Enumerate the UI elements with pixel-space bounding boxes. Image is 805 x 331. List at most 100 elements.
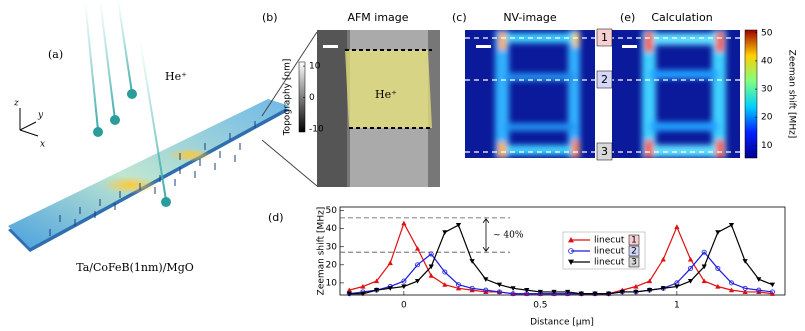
x-tick-label: 1: [674, 301, 680, 311]
linecut-label: 2: [601, 73, 608, 86]
data-point: [401, 278, 407, 284]
stack-label: Ta/CoFeB(1nm)/MgO: [76, 261, 194, 274]
data-point: [646, 278, 653, 284]
data-point: [360, 291, 366, 297]
afm-stripe: [317, 30, 347, 187]
colorbar-label: Topography [nm]: [283, 59, 293, 137]
data-point: [633, 289, 639, 295]
data-point: [565, 289, 571, 295]
axis-label: x: [40, 140, 45, 150]
y-tick-label: 20: [326, 260, 338, 270]
calc-image: [612, 30, 740, 158]
data-point: [483, 277, 489, 282]
axis-label: y: [37, 111, 44, 121]
data-point: [742, 259, 748, 264]
data-point: [756, 277, 762, 282]
legend-box-label: 3: [631, 258, 637, 268]
data-point: [469, 285, 475, 291]
spin-arrows: [49, 121, 256, 236]
film: [8, 99, 290, 248]
data-point: [742, 289, 748, 295]
data-point: [360, 283, 366, 289]
data-point: [660, 256, 666, 262]
panel-label: (d): [268, 211, 284, 224]
colorbar-tick-label: 10: [309, 62, 321, 72]
data-point: [442, 230, 448, 235]
panel-b: (b) AFM image He⁺ Topography [nm]: [262, 11, 440, 187]
data-point: [742, 285, 748, 291]
data-point: [537, 289, 543, 295]
data-point: [510, 291, 516, 297]
glow: [102, 176, 158, 194]
nv-image: [465, 30, 595, 158]
legend-label: linecut: [594, 247, 625, 257]
zoom-line: [261, 31, 318, 117]
data-point: [674, 284, 680, 290]
data-point: [428, 251, 434, 257]
legend-marker: [568, 248, 574, 254]
data-point: [619, 289, 625, 295]
panel-a: (a) He⁺ z y x Ta/CoFeB(1nm)/MgO: [8, 0, 318, 274]
data-point: [373, 278, 380, 284]
colorbar: [298, 61, 306, 133]
data-point: [687, 256, 694, 262]
data-point: [769, 289, 775, 295]
y-tick-label: 40: [326, 224, 338, 234]
ion-tracks: [84, 0, 167, 201]
data-point: [728, 287, 735, 293]
x-tick-label: 0.5: [533, 301, 547, 311]
ion-label: He⁺: [165, 70, 187, 83]
linecut-label: 1: [601, 31, 608, 44]
data-point: [551, 289, 557, 295]
panel-title: Calculation: [651, 11, 712, 24]
panel-title: NV-image: [503, 11, 557, 24]
data-point: [373, 288, 380, 293]
data-point: [401, 284, 407, 290]
data-point: [728, 222, 735, 228]
glow: [168, 148, 212, 162]
data-point: [687, 279, 694, 284]
data-point: [715, 283, 721, 289]
colorbar-tick-label: 20: [761, 113, 773, 123]
legend-label: linecut: [594, 236, 625, 246]
scale-bar: [476, 45, 491, 48]
y-tick-label: 50: [326, 206, 338, 216]
colorbar-label: Zeeman shift [MHz]: [787, 50, 797, 139]
legend-box-label: 2: [631, 247, 637, 257]
data-point: [442, 282, 448, 287]
data-point: [510, 286, 516, 291]
legend-marker: [568, 259, 574, 265]
y-tick-label: 30: [326, 242, 338, 252]
data-point: [756, 287, 762, 293]
data-point: [606, 291, 612, 297]
data-point: [592, 291, 598, 297]
data-point: [496, 282, 503, 288]
legend-box: [628, 256, 640, 268]
y-axis-label: Zeeman shift [MHz]: [317, 207, 327, 296]
data-point: [387, 286, 393, 291]
axis-label: z: [13, 99, 19, 109]
colorbar-tick-label: 30: [761, 85, 773, 95]
data-point: [455, 222, 462, 228]
scale-bar: [622, 45, 637, 48]
colorbar: [744, 29, 758, 159]
panel-label: (e): [620, 11, 635, 24]
legend-marker: [568, 237, 574, 243]
data-point: [688, 265, 694, 271]
panel-title: AFM image: [347, 11, 408, 24]
ions: [93, 89, 171, 207]
panel-label: (b): [262, 11, 278, 24]
linecut-box: [596, 142, 613, 161]
data-point: [715, 265, 721, 271]
panel-d: (d) Zeeman shift [MHz] Distance [µm] 102…: [268, 206, 786, 328]
data-point: [756, 289, 762, 295]
data-point: [401, 220, 407, 226]
irradiated-area: [345, 50, 432, 128]
data-point: [660, 286, 666, 291]
data-point: [578, 291, 584, 297]
data-point: [469, 287, 475, 293]
data-point: [701, 249, 707, 255]
panel-label: (a): [48, 48, 63, 61]
colorbar-tick-label: 10: [761, 141, 773, 151]
